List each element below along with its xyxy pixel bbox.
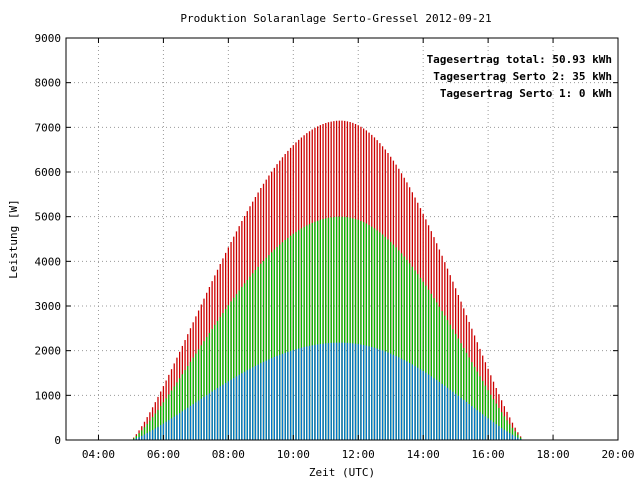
x-tick-label: 12:00 (342, 448, 375, 461)
series-2 (132, 342, 524, 440)
bars (132, 120, 524, 440)
y-tick-label: 4000 (35, 255, 62, 268)
x-tick-label: 16:00 (472, 448, 505, 461)
chart-title: Produktion Solaranlage Serto-Gressel 201… (180, 12, 491, 25)
y-tick-label: 9000 (35, 32, 62, 45)
axis-ticks: 0 1000 2000 3000 4000 5000 6000 7000 8000 9000 04:… (35, 32, 635, 461)
x-tick-label: 04:00 (82, 448, 115, 461)
x-axis-label: Zeit (UTC) (309, 466, 375, 479)
y-tick-label: 1000 (35, 389, 62, 402)
y-tick-label: 3000 (35, 300, 62, 313)
x-tick-label: 18:00 (536, 448, 569, 461)
legend-entry: Tagesertrag total: 50.93 kWh (427, 53, 612, 66)
y-tick-label: 2000 (35, 345, 62, 358)
y-tick-label: 8000 (35, 77, 62, 90)
x-tick-label: 06:00 (147, 448, 180, 461)
x-tick-label: 14:00 (407, 448, 440, 461)
x-tick-label: 20:00 (601, 448, 634, 461)
legend-entry: Tagesertrag Serto 1: 0 kWh (440, 87, 612, 100)
x-tick-label: 08:00 (212, 448, 245, 461)
legend-entry: Tagesertrag Serto 2: 35 kWh (433, 70, 612, 83)
y-tick-label: 5000 (35, 211, 62, 224)
y-axis-label: Leistung [W] (7, 199, 20, 278)
plot-frame (65, 37, 619, 441)
y-tick-label: 7000 (35, 121, 62, 134)
x-tick-label: 10:00 (277, 448, 310, 461)
y-tick-label: 0 (54, 434, 61, 447)
legend: Tagesertrag total: 50.93 kWh Tagesertrag … (427, 53, 612, 100)
y-tick-label: 6000 (35, 166, 62, 179)
